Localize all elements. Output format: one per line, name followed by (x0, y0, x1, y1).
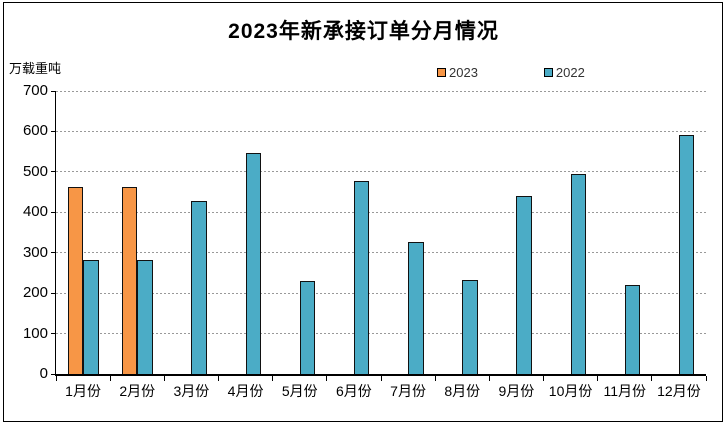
bar-2022-6月份 (353, 181, 370, 374)
y-axis-tick-600 (51, 130, 55, 132)
x-axis-label-7月份: 7月份 (390, 383, 426, 399)
bar-2022-9月份 (516, 195, 532, 374)
y-axis-label-0: 0 (39, 365, 48, 382)
gridline-400 (56, 211, 706, 213)
x-axis-tick-11 (651, 376, 653, 381)
legend: 2023 2022 (437, 65, 585, 80)
y-axis-label-100: 100 (22, 324, 48, 342)
bar-2023-2月份 (121, 186, 138, 374)
x-axis-tick-0 (55, 376, 57, 381)
legend-swatch-2023 (437, 68, 446, 77)
y-axis-tick-100 (51, 333, 55, 335)
gridline-200 (56, 292, 706, 294)
legend-swatch-2022 (543, 68, 553, 77)
y-axis-label-500: 500 (22, 162, 48, 180)
y-axis-tick-300 (51, 252, 55, 254)
plot-area: 0 100 200 300 400 500 600 700 1月份 2月份 3月份 4月份 5月份 6月份… (23, 83, 707, 399)
gridline-300 (56, 252, 706, 254)
y-axis-unit-label: 万载重吨 (9, 61, 62, 76)
x-axis-tick-10 (597, 376, 599, 381)
bar-2022-7月份 (408, 241, 424, 374)
chart-title: 2023年新承接订单分月情况 (228, 20, 499, 43)
legend-label-2022: 2022 (555, 65, 585, 80)
x-axis-tick-7 (434, 376, 436, 381)
bar-2022-4月份 (245, 153, 262, 374)
legend-label-2023: 2023 (449, 65, 478, 80)
x-axis-tick-12 (705, 376, 707, 381)
x-axis-tick-9 (543, 376, 544, 381)
x-axis-tick-1 (109, 376, 111, 381)
bar-2022-3月份 (191, 200, 207, 374)
x-axis-tick-2 (163, 376, 165, 381)
bar-2022-5月份 (299, 281, 316, 374)
x-axis-tick-3 (218, 376, 219, 381)
gridline-100 (56, 333, 706, 335)
bar-2023-1月份 (67, 187, 84, 374)
x-axis-label-5月份: 5月份 (281, 383, 318, 399)
y-axis-label-200: 200 (22, 284, 48, 302)
y-axis-label-400: 400 (22, 203, 48, 221)
bar-2022-2月份 (137, 259, 153, 374)
x-axis-label-4月份: 4月份 (227, 383, 264, 399)
x-axis-tick-8 (488, 376, 490, 381)
x-axis-tick-5 (326, 376, 328, 381)
y-axis-label-600: 600 (22, 122, 48, 140)
bar-2022-12月份 (678, 134, 695, 374)
bar-2022-8月份 (462, 280, 478, 374)
y-axis-tick-0 (51, 373, 55, 375)
y-axis-label-300: 300 (22, 243, 48, 261)
legend-item-2022: 2022 (543, 65, 585, 80)
x-axis-label-8月份: 8月份 (444, 383, 481, 399)
x-axis-label-10月份: 10月份 (548, 383, 593, 399)
x-axis-label-9月份: 9月份 (498, 383, 535, 399)
bar-2022-10月份 (570, 174, 587, 374)
bar-2022-11月份 (624, 285, 641, 374)
legend-item-2023: 2023 (437, 65, 478, 80)
gridline-700 (56, 90, 706, 92)
y-axis-tick-400 (51, 211, 55, 213)
x-axis-tick-6 (380, 376, 382, 381)
x-axis-label-11月份: 11月份 (603, 383, 647, 399)
x-axis-label-3月份: 3月份 (173, 383, 210, 399)
y-axis-tick-500 (51, 171, 55, 173)
x-axis-label-2月份: 2月份 (119, 383, 156, 399)
bar-2022-1月份 (83, 260, 99, 374)
x-axis-label-12月份: 12月份 (657, 383, 701, 399)
gridline-600 (56, 130, 706, 132)
y-axis-label-700: 700 (22, 82, 48, 99)
gridline-500 (56, 171, 706, 173)
y-axis-tick-700 (51, 90, 55, 92)
x-axis-label-6月份: 6月份 (336, 383, 372, 399)
x-axis-tick-4 (272, 376, 274, 381)
y-axis-tick-200 (51, 292, 55, 294)
x-axis-label-1月份: 1月份 (65, 383, 101, 399)
